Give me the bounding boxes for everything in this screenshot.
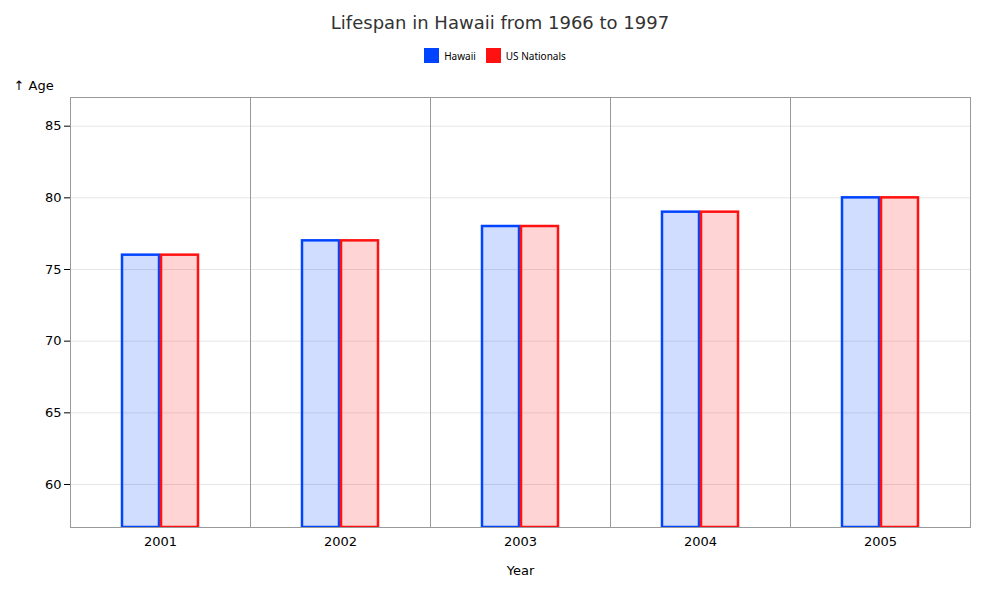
html-text:Hawaii: Hawaii: [444, 48, 476, 63]
svg-text:2004: 2004: [684, 534, 717, 549]
svg-text:80: 80: [45, 190, 62, 205]
svg-text:↑ Age: ↑ Age: [14, 78, 54, 93]
html-text:Lifespan in Hawaii from 1966 t: Lifespan in Hawaii from 1966 to 1997: [330, 12, 670, 33]
svg-text:75: 75: [45, 262, 62, 277]
svg-text:2005: 2005: [864, 534, 897, 549]
svg-text:85: 85: [45, 118, 62, 133]
svg-text:2002: 2002: [324, 534, 357, 549]
svg-text:60: 60: [45, 477, 62, 492]
svg-text:2001: 2001: [144, 534, 177, 549]
html-text:US Nationals: US Nationals: [505, 48, 566, 63]
svg-text:Year: Year: [506, 563, 535, 578]
svg-text:65: 65: [45, 405, 62, 420]
svg-text:70: 70: [45, 333, 62, 348]
svg-text:2003: 2003: [504, 534, 537, 549]
